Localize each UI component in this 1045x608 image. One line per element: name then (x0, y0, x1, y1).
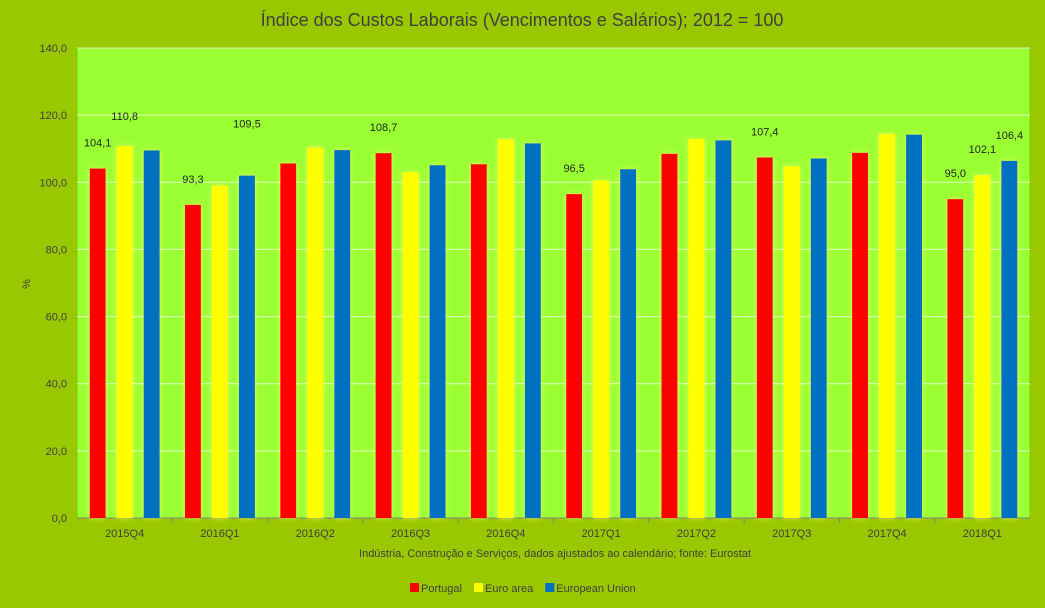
data-label: 95,0 (945, 168, 966, 180)
bar-european-union (334, 150, 351, 519)
y-axis-ticks: 0,0 20,0 40,0 60,0 80,0 100,0 120,0 140,0 (39, 43, 67, 525)
x-category-label: 2018Q1 (963, 528, 1002, 540)
bar-european-union (238, 175, 255, 519)
x-category-label: 2017Q4 (867, 528, 906, 540)
data-label: 108,7 (370, 122, 398, 134)
bar-euro-area (211, 185, 228, 518)
bar-european-union (143, 150, 160, 518)
legend-entry: Euro area (485, 583, 534, 595)
x-axis-label: Indústria, Construção e Serviços, dados … (359, 548, 751, 560)
data-label: 104,1 (84, 138, 112, 150)
x-category-label: 2016Q2 (296, 528, 335, 540)
bar-portugal (566, 194, 583, 519)
data-label: 93,3 (182, 174, 203, 186)
y-tick-label: 120,0 (39, 110, 67, 122)
bar-portugal (89, 168, 106, 518)
data-label: 109,5 (233, 119, 261, 131)
y-tick-label: 100,0 (39, 177, 67, 189)
bar-european-union (429, 165, 446, 518)
bar-european-union (524, 143, 541, 519)
data-label: 110,8 (111, 111, 138, 123)
x-category-label: 2016Q3 (391, 528, 430, 540)
y-tick-label: 80,0 (46, 244, 67, 256)
bar-portugal (852, 152, 869, 518)
y-tick-label: 140,0 (39, 43, 67, 55)
bar-euro-area (497, 139, 514, 519)
legend: Portugal Euro area European Union (410, 583, 636, 595)
bar-european-union (715, 140, 732, 519)
bar-portugal (280, 163, 297, 518)
legend-entry: European Union (556, 583, 636, 595)
bar-portugal (947, 199, 964, 519)
bar-euro-area (402, 172, 419, 518)
bar-portugal (184, 204, 201, 518)
data-label: 107,4 (751, 126, 779, 138)
x-category-label: 2017Q3 (772, 528, 811, 540)
bar-portugal (661, 153, 678, 518)
x-category-label: 2016Q4 (486, 528, 525, 540)
bar-portugal (375, 153, 392, 519)
bar-portugal (756, 157, 773, 518)
x-axis-categories: 2015Q4 2016Q1 2016Q2 2016Q3 2016Q4 2017Q1 2017… (105, 528, 1002, 540)
x-category-label: 2015Q4 (105, 528, 144, 540)
legend-swatch (545, 583, 555, 592)
x-category-label: 2017Q2 (677, 528, 716, 540)
y-axis-label: % (21, 279, 33, 289)
y-tick-label: 40,0 (46, 379, 67, 391)
bar-euro-area (974, 175, 991, 518)
data-label: 102,1 (969, 144, 997, 156)
data-label: 96,5 (563, 163, 584, 175)
y-tick-label: 60,0 (46, 312, 67, 324)
data-label: 106,4 (996, 130, 1024, 142)
bar-portugal (470, 164, 487, 518)
bar-euro-area (116, 146, 133, 518)
bar-european-union (906, 134, 923, 518)
x-category-label: 2016Q1 (200, 528, 239, 540)
bar-european-union (620, 169, 637, 518)
legend-entry: Portugal (421, 583, 462, 595)
bar-euro-area (688, 138, 705, 518)
y-tick-label: 0,0 (52, 513, 67, 525)
chart-title: Índice dos Custos Laborais (Vencimentos … (261, 10, 784, 30)
bar-european-union (1001, 160, 1018, 519)
y-tick-label: 20,0 (46, 446, 67, 458)
x-category-label: 2017Q1 (582, 528, 621, 540)
bar-european-union (810, 158, 827, 518)
legend-swatch (410, 583, 419, 592)
bar-euro-area (307, 147, 324, 518)
plot-area (76, 47, 1031, 519)
bars (89, 133, 1018, 519)
legend-swatch (473, 583, 483, 592)
bar-euro-area (879, 133, 896, 518)
bar-euro-area (593, 180, 610, 518)
gridlines (77, 47, 1030, 523)
data-labels: 104,1 110,8 93,3 109,5 108,7 96,5 107,4 95,0102… (84, 111, 1023, 186)
bar-euro-area (783, 166, 800, 518)
